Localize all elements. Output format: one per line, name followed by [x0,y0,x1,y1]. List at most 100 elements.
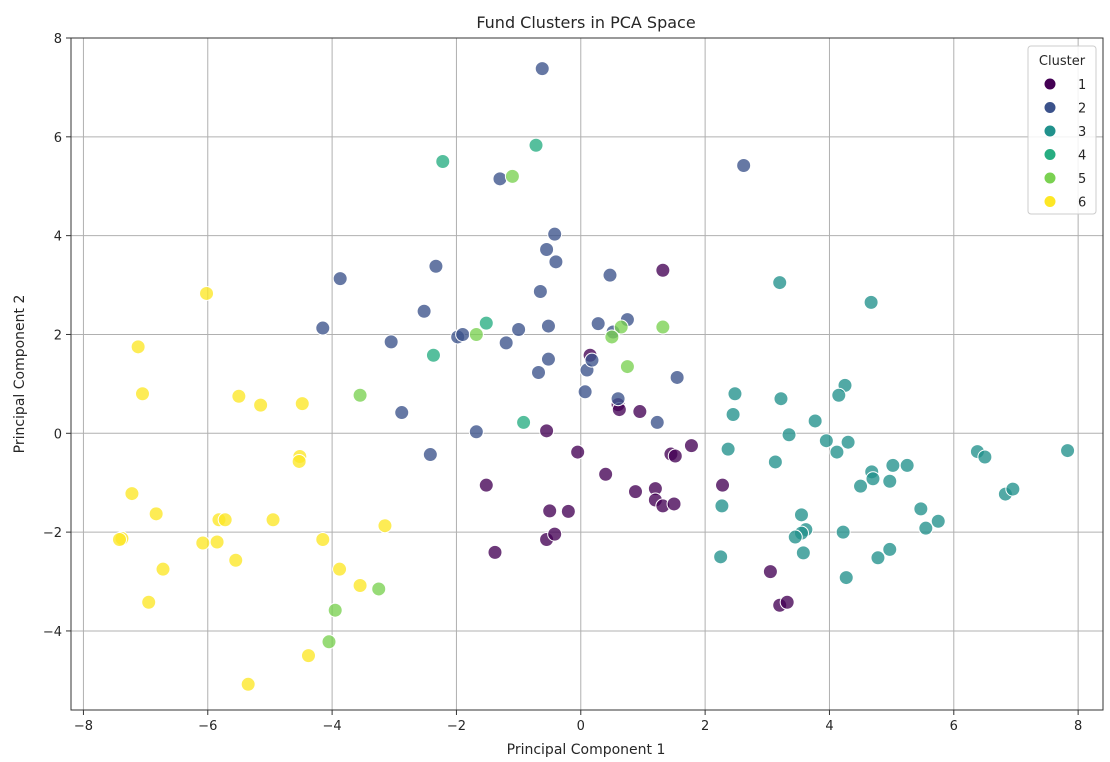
cluster-1-point [715,477,731,493]
cluster-5-point [613,319,629,335]
cluster-1-point [560,503,576,519]
legend-label-cluster-1: 1 [1078,78,1086,93]
cluster-5-point [468,326,484,342]
cluster-3-point [720,441,736,457]
cluster-2-point [547,226,563,242]
cluster-6-point [111,532,127,548]
cluster-3-point [1005,481,1021,497]
legend-label-cluster-3: 3 [1078,125,1086,140]
cluster-6-point [377,518,393,534]
cluster-2-point [649,414,665,430]
cluster-2-point [315,320,331,336]
cluster-3-point [772,275,788,291]
cluster-4-point [528,137,544,153]
cluster-1-point [779,594,795,610]
legend-marker-cluster-3 [1043,124,1057,138]
cluster-5-point [327,602,343,618]
cluster-1-point [632,404,648,420]
data-points [111,61,1076,692]
x-tick-label: 8 [1074,719,1082,734]
cluster-3-point [714,498,730,514]
cluster-2-point [539,241,555,257]
cluster-2-point [498,335,514,351]
cluster-6-point [228,552,244,568]
cluster-2-point [577,384,593,400]
cluster-3-point [795,545,811,561]
cluster-3-point [725,407,741,423]
cluster-2-point [584,352,600,368]
x-tick-label: 0 [577,719,585,734]
y-axis-label: Principal Component 2 [12,295,28,454]
cluster-1-point [487,544,503,560]
cluster-4-point [435,154,451,170]
cluster-6-point [148,506,164,522]
x-tick-label: 6 [950,719,958,734]
cluster-3-point [882,541,898,557]
cluster-3-point [882,473,898,489]
cluster-1-point [666,496,682,512]
cluster-1-point [683,438,699,454]
cluster-3-point [865,471,881,487]
cluster-6-point [217,512,233,528]
cluster-3-point [829,444,845,460]
cluster-3-point [840,434,856,450]
cluster-5-point [352,387,368,403]
x-tick-label: −6 [198,719,217,734]
x-tick-label: 2 [701,719,709,734]
cluster-6-point [352,577,368,593]
cluster-6-point [141,594,157,610]
cluster-6-point [253,397,269,413]
cluster-2-point [540,318,556,334]
cluster-2-point [416,303,432,319]
cluster-2-point [590,316,606,332]
cluster-2-point [394,405,410,421]
cluster-1-point [542,503,558,519]
y-tick-label: 4 [54,230,62,245]
cluster-2-point [548,254,564,270]
cluster-6-point [195,535,211,551]
cluster-2-point [602,267,618,283]
legend-title: Cluster [1039,54,1086,69]
cluster-6-point [134,386,150,402]
cluster-3-point [885,457,901,473]
cluster-2-point [455,326,471,342]
legend-marker-cluster-1 [1043,77,1057,91]
cluster-6-point [240,676,256,692]
cluster-3-point [727,386,743,402]
cluster-3-point [930,513,946,529]
legend-label-cluster-5: 5 [1078,172,1086,187]
cluster-2-point [669,369,685,385]
cluster-2-point [534,61,550,77]
cluster-2-point [383,334,399,350]
cluster-6-point [332,561,348,577]
cluster-2-point [736,157,752,173]
cluster-3-point [807,413,823,429]
legend-marker-cluster-2 [1043,101,1057,114]
axis-ticks: −8 −6 −4 −2 0 2 4 6 8 −4 −2 0 2 4 6 8 [43,32,1082,734]
cluster-3-point [838,570,854,586]
cluster-5-point [321,634,337,650]
cluster-2-point [428,258,444,274]
legend-marker-cluster-5 [1043,171,1057,185]
cluster-6-point [294,396,310,412]
cluster-3-point [713,549,729,565]
cluster-2-point [332,271,348,287]
cluster-5-point [655,319,671,335]
cluster-4-point [478,315,494,331]
cluster-3-point [835,524,851,540]
cluster-2-point [492,171,508,187]
cluster-6-point [124,486,140,502]
cluster-1-point [598,466,614,482]
cluster-3-point [977,449,993,465]
cluster-1-point [547,526,563,542]
cluster-1-point [478,477,494,493]
cluster-3-point [793,507,809,523]
cluster-1-point [539,423,555,439]
cluster-5-point [504,168,520,184]
cluster-2-point [610,391,626,407]
cluster-3-point [781,427,797,443]
cluster-5-point [371,581,387,597]
cluster-4-point [516,414,532,430]
cluster-3-point [831,387,847,403]
